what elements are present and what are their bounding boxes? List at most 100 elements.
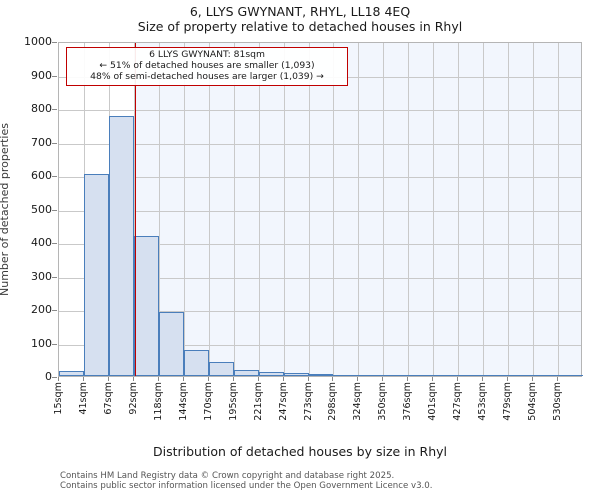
gridline-vertical — [508, 43, 510, 376]
histogram-bar — [533, 375, 559, 376]
x-tick-label: 504sqm — [527, 382, 539, 421]
y-tick-mark — [52, 310, 57, 311]
x-tick-mark — [557, 377, 559, 381]
x-tick-label: 247sqm — [277, 382, 289, 421]
y-tick-mark — [52, 75, 57, 77]
gridline-vertical — [208, 43, 210, 376]
gridline-vertical — [283, 43, 285, 376]
x-tick-mark — [282, 377, 284, 381]
property-size-marker — [134, 43, 137, 376]
gridline-vertical — [183, 43, 185, 376]
x-axis-label: Distribution of detached houses by size … — [152, 444, 448, 459]
x-tick-label: 350sqm — [377, 382, 389, 421]
annotation-box: 6 LLYS GWYNANT: 81sqm ← 51% of detached … — [66, 47, 348, 87]
x-tick-mark — [457, 377, 459, 381]
gridline-vertical — [233, 43, 235, 376]
gridline-vertical — [333, 43, 335, 376]
x-tick-mark — [307, 377, 309, 381]
histogram-bar — [233, 369, 259, 376]
x-tick-label: 530sqm — [552, 382, 564, 421]
gridline-horizontal — [59, 311, 581, 312]
x-tick-label: 427sqm — [452, 382, 464, 421]
histogram-bar — [258, 371, 284, 376]
x-tick-mark — [132, 377, 134, 381]
x-tick-mark — [482, 377, 484, 381]
gridline-horizontal — [59, 143, 581, 145]
y-tick-mark — [52, 109, 57, 110]
histogram-bar — [83, 174, 109, 376]
gridline-vertical — [458, 43, 460, 376]
gridline-horizontal — [59, 210, 581, 212]
x-tick-label: 453sqm — [477, 382, 489, 421]
x-tick-mark — [357, 377, 359, 381]
x-tick-label: 92sqm — [127, 382, 139, 415]
x-tick-label: 170sqm — [202, 382, 214, 421]
y-tick-label: 700 — [31, 135, 52, 149]
histogram-bar — [283, 372, 309, 376]
y-tick-label: 100 — [31, 336, 52, 350]
gridline-vertical — [383, 43, 385, 376]
x-tick-label: 118sqm — [152, 382, 164, 421]
x-tick-mark — [207, 377, 209, 381]
gridline-vertical — [158, 43, 160, 376]
y-tick-label: 1000 — [24, 35, 52, 48]
histogram-bar — [483, 375, 509, 376]
gridline-vertical — [308, 43, 310, 376]
gridline-vertical — [133, 43, 135, 376]
x-tick-label: 221sqm — [252, 382, 264, 421]
annotation-line-2: ← 51% of detached houses are smaller (1,… — [99, 59, 315, 71]
annotation-line-1: 6 LLYS GWYNANT: 81sqm — [149, 49, 265, 60]
histogram-bar — [358, 375, 384, 376]
x-tick-mark — [157, 377, 159, 381]
x-tick-label: 67sqm — [102, 382, 114, 415]
x-tick-mark — [432, 377, 434, 381]
gridline-horizontal — [59, 177, 581, 178]
histogram-bar — [458, 375, 484, 376]
gridline-horizontal — [59, 277, 581, 279]
x-tick-mark — [58, 377, 59, 381]
histogram-bar — [333, 375, 359, 376]
footer-line-2: Contains public sector information licen… — [60, 481, 433, 492]
footer-attribution: Contains HM Land Registry data © Crown c… — [60, 471, 580, 492]
histogram-bar — [408, 375, 434, 376]
x-tick-mark — [107, 377, 109, 381]
chart-title-block: 6, LLYS GWYNANT, RHYL, LL18 4EQ Size of … — [0, 0, 600, 35]
x-tick-label: 144sqm — [177, 382, 189, 421]
page-title: 6, LLYS GWYNANT, RHYL, LL18 4EQ — [189, 4, 411, 19]
y-tick-mark — [52, 142, 57, 144]
y-tick-mark — [52, 209, 57, 211]
histogram-bars — [59, 43, 583, 376]
histogram-bar — [183, 349, 209, 376]
histogram-bar — [59, 371, 84, 376]
y-tick-mark — [52, 176, 57, 177]
y-tick-label: 400 — [31, 236, 52, 249]
x-tick-mark — [257, 377, 259, 381]
gridline-vertical — [558, 43, 560, 376]
gridline-vertical — [358, 43, 360, 376]
x-tick-label: 298sqm — [327, 382, 339, 421]
x-tick-label: 401sqm — [427, 382, 439, 421]
footer-line-1: Contains HM Land Registry data © Crown c… — [60, 471, 395, 481]
y-tick-mark — [52, 276, 57, 278]
x-tick-mark — [507, 377, 509, 381]
gridline-horizontal — [59, 110, 581, 111]
histogram-bar — [433, 375, 459, 376]
y-tick-label: 200 — [31, 303, 52, 316]
histogram-bar — [383, 375, 409, 376]
x-tick-mark — [382, 377, 384, 381]
chart-subtitle: Size of property relative to detached ho… — [137, 19, 463, 34]
y-tick-label: 500 — [31, 202, 52, 216]
gridline-vertical — [533, 43, 535, 376]
gridline-vertical — [433, 43, 435, 376]
x-tick-label: 41sqm — [77, 382, 89, 415]
histogram-bar — [133, 235, 159, 376]
gridline-vertical — [258, 43, 260, 376]
y-tick-label: 900 — [31, 68, 52, 82]
gridline-vertical — [408, 43, 410, 376]
x-tick-label: 15sqm — [53, 382, 64, 415]
x-tick-mark — [332, 377, 334, 381]
y-tick-mark — [52, 343, 57, 345]
x-tick-mark — [82, 377, 84, 381]
x-tick-mark — [407, 377, 409, 381]
